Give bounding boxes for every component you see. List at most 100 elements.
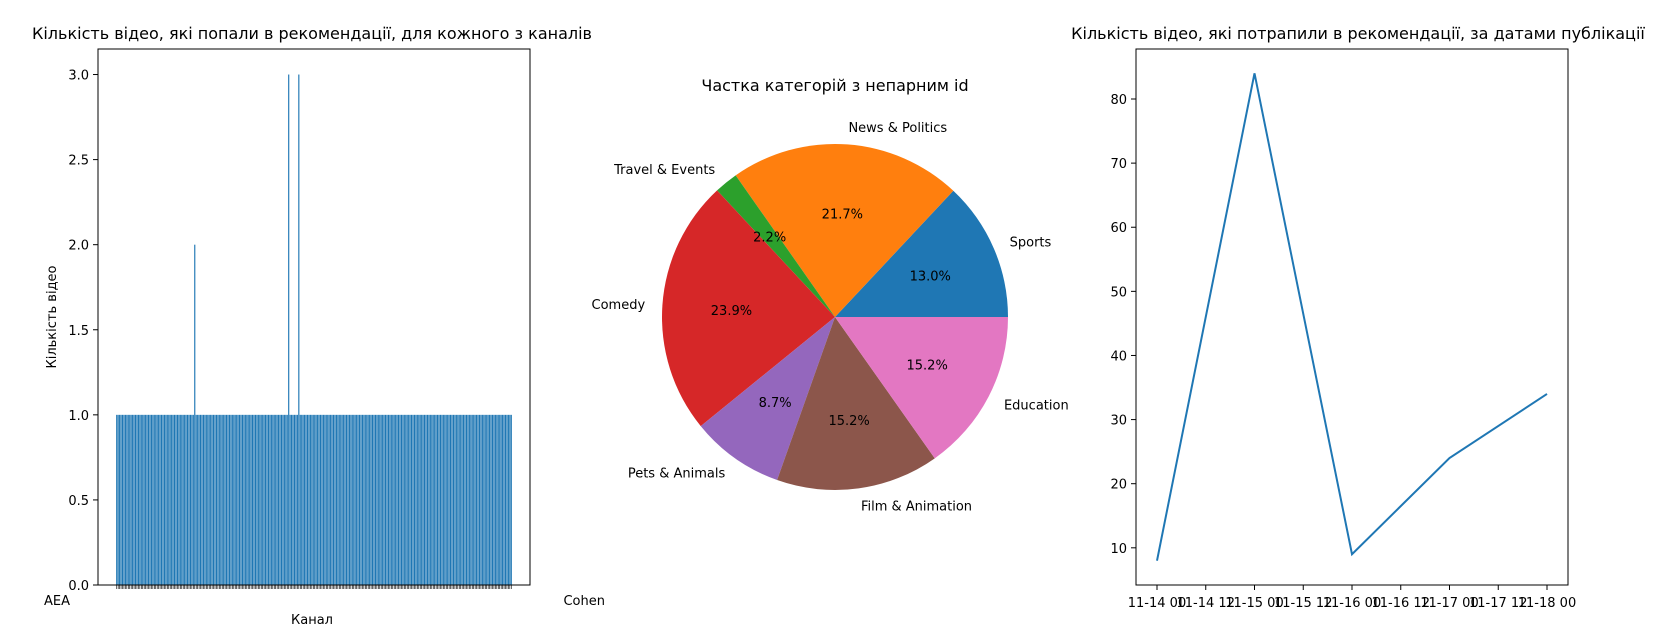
bar <box>473 414 475 585</box>
bar <box>458 414 460 585</box>
bar <box>291 414 293 585</box>
x-tick-label: 11-15 12 <box>1274 596 1332 611</box>
bar <box>211 414 213 585</box>
x-tick-label: 11-14 00 <box>1128 596 1186 611</box>
y-tick-label: 20 <box>1110 478 1127 493</box>
bar <box>163 414 165 585</box>
bar <box>317 414 319 585</box>
bar <box>438 414 440 585</box>
bar <box>230 414 232 585</box>
bar <box>159 414 161 585</box>
bar <box>221 414 223 585</box>
bar <box>325 414 327 585</box>
y-tick-label: 50 <box>1110 285 1127 300</box>
bar <box>256 414 258 585</box>
bar <box>322 414 324 585</box>
bar <box>311 414 313 585</box>
bar <box>494 414 496 585</box>
bar <box>241 414 244 585</box>
pie-slice-percent: 2.2% <box>753 230 786 245</box>
bar <box>481 414 483 585</box>
bar <box>215 414 218 585</box>
bar <box>497 414 499 585</box>
bar <box>117 414 119 585</box>
bar <box>318 414 320 585</box>
bar <box>374 414 377 585</box>
bar <box>423 414 426 585</box>
bar <box>371 414 374 585</box>
y-tick-label: 3.0 <box>68 69 89 84</box>
bar <box>344 414 346 585</box>
bar <box>396 414 398 585</box>
bar <box>244 414 246 585</box>
pie-slice-label: News & Politics <box>848 121 947 136</box>
bar <box>305 414 307 585</box>
bar <box>199 414 202 585</box>
bar <box>136 414 138 585</box>
bar <box>467 414 469 585</box>
bar <box>160 414 163 585</box>
bar <box>324 414 326 585</box>
bar <box>262 414 264 585</box>
pie-chart-slices <box>661 143 1008 490</box>
pie-slice-label: Education <box>1004 399 1069 414</box>
bar <box>195 414 197 585</box>
bar <box>204 414 206 585</box>
bar <box>240 414 242 585</box>
bar <box>214 414 216 585</box>
bar <box>382 414 384 585</box>
bar <box>366 414 368 585</box>
bar <box>191 414 193 585</box>
pie-slice-percent: 15.2% <box>828 414 869 429</box>
bar <box>405 414 407 585</box>
bar <box>434 414 436 585</box>
pie-chart-labels: 13.0% Sports 21.7% News & Politics 2.2% Trave… <box>592 121 1069 514</box>
bar <box>471 414 473 585</box>
bar <box>395 414 397 585</box>
pie-slice-percent: 8.7% <box>759 396 792 411</box>
bar <box>198 414 200 585</box>
bar <box>432 414 434 585</box>
bar <box>425 414 427 585</box>
bar <box>484 414 486 585</box>
bar <box>319 414 322 585</box>
bar <box>510 414 512 585</box>
bar <box>416 414 418 585</box>
bar <box>126 414 128 585</box>
bar-chart-y-ticks: 0.0 0.5 1.0 1.5 2.0 2.5 3.0 <box>68 69 98 594</box>
bar <box>247 414 249 585</box>
bar <box>464 414 466 585</box>
bar <box>119 414 121 585</box>
bar <box>490 414 492 585</box>
bar <box>393 414 395 585</box>
bar <box>447 414 449 585</box>
bar <box>309 414 311 585</box>
bar <box>166 414 168 585</box>
x-tick-label: 11-14 12 <box>1177 596 1235 611</box>
bar <box>350 414 352 585</box>
bar <box>189 414 192 585</box>
x-tick-label: 11-17 00 <box>1420 596 1478 611</box>
bar <box>220 414 222 585</box>
bar <box>231 414 233 585</box>
bar <box>168 414 170 585</box>
bar <box>299 414 301 585</box>
bar <box>205 414 207 585</box>
bar <box>328 414 330 585</box>
bar <box>312 414 314 585</box>
bar <box>270 414 272 585</box>
bar <box>237 414 239 585</box>
bar <box>127 414 129 585</box>
bar <box>413 414 416 585</box>
bar <box>463 414 465 585</box>
bar <box>260 414 262 585</box>
bar <box>143 414 145 585</box>
bar <box>500 414 502 585</box>
bar <box>392 414 394 585</box>
y-tick-label: 40 <box>1110 349 1127 364</box>
x-tick-label: 11-16 00 <box>1323 596 1381 611</box>
bar <box>145 414 147 585</box>
bar <box>389 414 391 585</box>
bar <box>357 414 359 585</box>
bar-chart-bars <box>116 74 512 586</box>
